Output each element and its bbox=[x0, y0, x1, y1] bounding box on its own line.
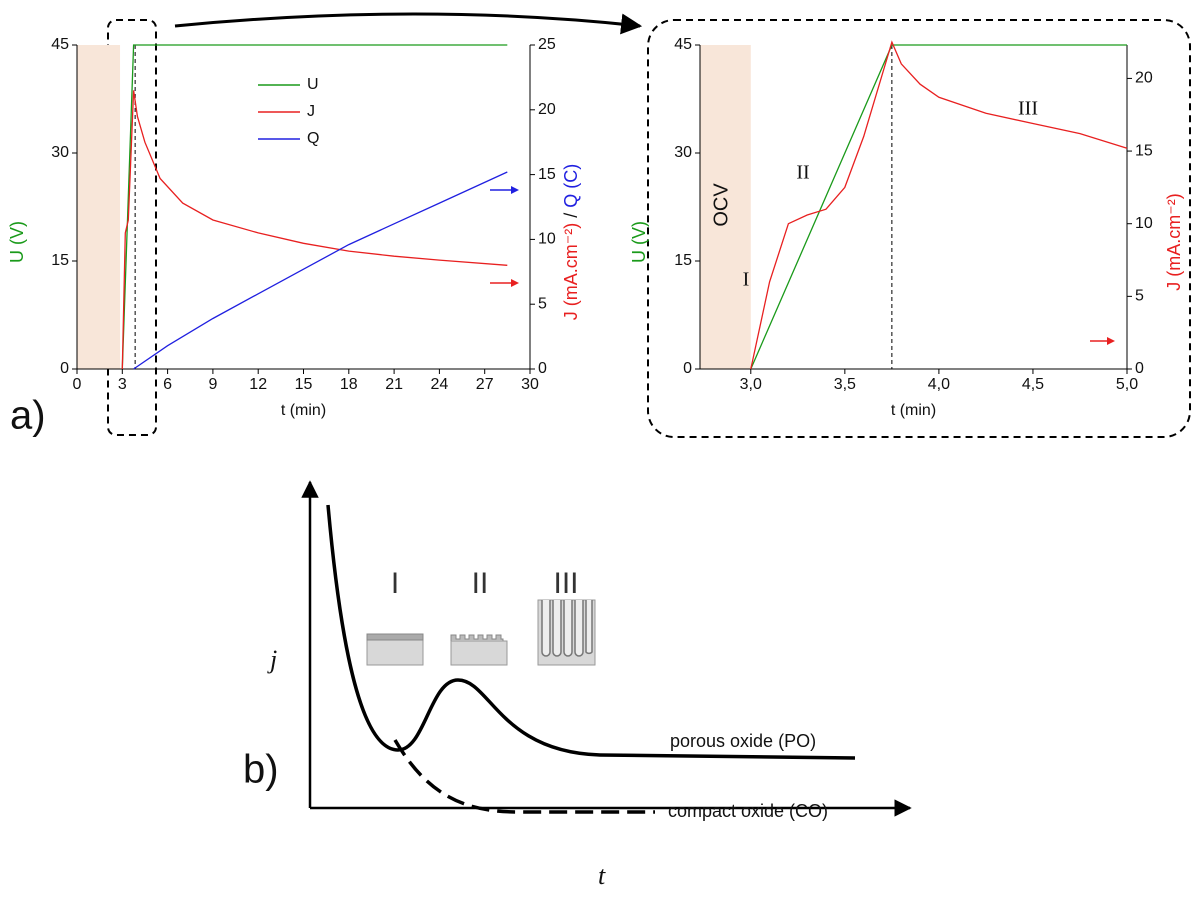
stage-icon bbox=[366, 633, 424, 666]
x-tick-label: 3 bbox=[118, 376, 127, 393]
x-tick-label: 3,0 bbox=[740, 376, 762, 393]
axis-label-part: J (mA.cm⁻²) bbox=[561, 223, 581, 320]
y2-tick-label: 0 bbox=[1135, 360, 1144, 377]
x-tick-label: 18 bbox=[340, 376, 358, 393]
y2-tick-label: 15 bbox=[1135, 142, 1153, 159]
x-axis-label: t (min) bbox=[891, 402, 936, 419]
series-line bbox=[121, 90, 508, 370]
y-axis-label: U (V) bbox=[629, 221, 649, 263]
porous-curve bbox=[326, 504, 856, 760]
y2-tick-label: 20 bbox=[1135, 70, 1153, 87]
x-tick-label: 30 bbox=[521, 376, 539, 393]
series-line bbox=[121, 44, 508, 370]
y-tick-label: 0 bbox=[683, 360, 692, 377]
series-line bbox=[750, 44, 1127, 370]
zoom-panel-box bbox=[647, 19, 1191, 438]
stage-icon bbox=[450, 634, 508, 666]
panel-label: a) bbox=[10, 394, 46, 438]
axis-label-part: U (V) bbox=[7, 221, 27, 263]
y2-axis-label: J (mA.cm⁻²) bbox=[1164, 193, 1184, 290]
y-tick-label: 30 bbox=[674, 144, 692, 161]
y2-tick-label: 5 bbox=[1135, 288, 1144, 305]
axis-label-part: Q (C) bbox=[561, 164, 581, 208]
stage-label: III bbox=[553, 567, 578, 600]
y-axis-label: j bbox=[267, 645, 277, 674]
y-tick-label: 45 bbox=[674, 36, 692, 53]
y2-tick-label: 0 bbox=[538, 360, 547, 377]
y-tick-label: 30 bbox=[51, 144, 69, 161]
series-line bbox=[750, 40, 1128, 370]
y2-axis-label: J (mA.cm⁻²) / Q (C) bbox=[561, 164, 581, 321]
axis-label-part: U (V) bbox=[629, 221, 649, 263]
x-tick-label: 6 bbox=[163, 376, 172, 393]
x-tick-label: 3,5 bbox=[834, 376, 856, 393]
y-axis-label: U (V) bbox=[7, 221, 27, 263]
annotation: III bbox=[1018, 98, 1038, 120]
panel-label: b) bbox=[243, 748, 279, 792]
x-tick-label: 12 bbox=[249, 376, 267, 393]
x-tick-label: 9 bbox=[208, 376, 217, 393]
axis-arrows bbox=[86, 186, 1115, 345]
x-tick-label: 15 bbox=[295, 376, 313, 393]
y2-tick-label: 25 bbox=[538, 36, 556, 53]
x-tick-label: 21 bbox=[385, 376, 403, 393]
annotation: OCV bbox=[710, 183, 732, 227]
x-tick-label: 4,5 bbox=[1022, 376, 1044, 393]
legend-label: J bbox=[307, 103, 315, 120]
x-tick-label: 5,0 bbox=[1116, 376, 1138, 393]
curve-label: porous oxide (PO) bbox=[670, 731, 816, 751]
legend-label: Q bbox=[307, 130, 319, 147]
y2-tick-label: 10 bbox=[1135, 215, 1153, 232]
y2-tick-label: 10 bbox=[538, 231, 556, 248]
x-tick-label: 24 bbox=[431, 376, 449, 393]
annotation: I bbox=[743, 269, 750, 291]
y2-tick-label: 5 bbox=[538, 295, 547, 312]
curve-label: compact oxide (CO) bbox=[668, 801, 828, 821]
x-axis-label: t bbox=[598, 861, 606, 890]
stage-label: II bbox=[472, 567, 489, 600]
x-tick-label: 0 bbox=[73, 376, 82, 393]
ocv-region bbox=[700, 45, 751, 369]
zoom-arrow bbox=[174, 12, 643, 35]
y-tick-label: 0 bbox=[60, 360, 69, 377]
y-tick-label: 15 bbox=[51, 252, 69, 269]
x-axis-label: t (min) bbox=[281, 402, 326, 419]
legend-label: U bbox=[307, 76, 319, 93]
y2-tick-label: 15 bbox=[538, 166, 556, 183]
y-tick-label: 15 bbox=[674, 252, 692, 269]
annotation: II bbox=[796, 162, 809, 184]
y-tick-label: 45 bbox=[51, 36, 69, 53]
axis-label-part: / bbox=[561, 208, 581, 223]
compact-curve bbox=[393, 739, 655, 814]
diagram-b: j t b) porous oxide (PO) compact oxide (… bbox=[243, 480, 912, 890]
x-tick-label: 4,0 bbox=[928, 376, 950, 393]
series-line bbox=[133, 171, 508, 370]
ocv-region bbox=[77, 45, 121, 369]
x-tick-label: 27 bbox=[476, 376, 494, 393]
y2-tick-label: 20 bbox=[538, 101, 556, 118]
stage-icon bbox=[537, 599, 596, 666]
axis-label-part: J (mA.cm⁻²) bbox=[1164, 193, 1184, 290]
stage-label: I bbox=[391, 567, 399, 600]
